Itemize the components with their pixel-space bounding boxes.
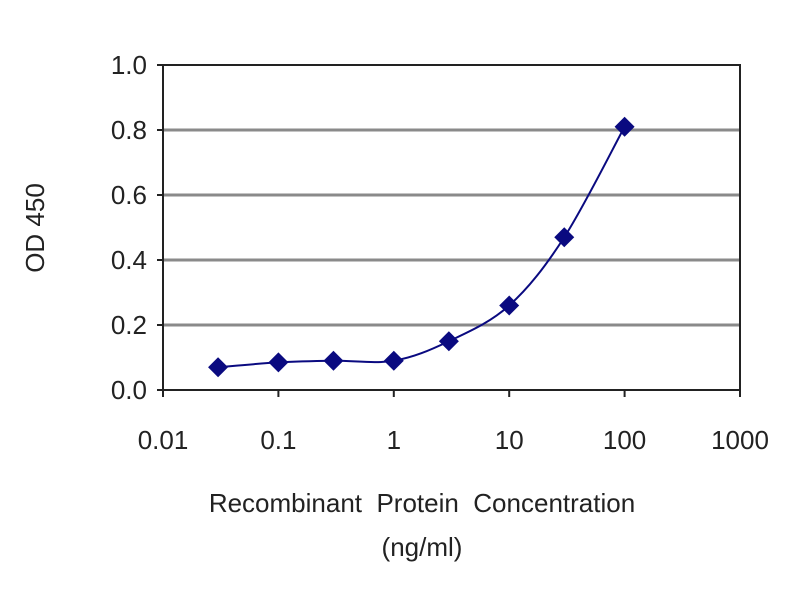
data-points <box>208 116 635 378</box>
x-tick-label: 0.01 <box>138 425 189 455</box>
x-tick-label: 1 <box>387 425 401 455</box>
plot-frame <box>162 64 741 391</box>
y-tick-label: 0.6 <box>111 180 147 210</box>
y-tick-label: 0.4 <box>111 245 147 275</box>
y-tick-label: 0.0 <box>111 375 147 405</box>
data-point <box>438 331 459 352</box>
data-point <box>614 116 635 137</box>
data-point <box>208 357 229 378</box>
y-axis-label: OD 450 <box>20 183 50 273</box>
data-point <box>383 350 404 371</box>
x-axis-unit: (ng/ml) <box>382 532 463 562</box>
y-tick-label: 1.0 <box>111 50 147 80</box>
data-point <box>323 350 344 371</box>
x-tick-label: 1000 <box>711 425 769 455</box>
data-point <box>268 352 289 373</box>
x-axis: 0.01 0.1 1 10 100 1000 <box>138 390 769 455</box>
data-point <box>499 295 520 316</box>
x-axis-label: Recombinant Protein Concentration <box>209 488 635 518</box>
gridlines <box>163 128 740 327</box>
data-point <box>554 227 575 248</box>
x-tick-label: 100 <box>603 425 646 455</box>
x-tick-label: 10 <box>495 425 524 455</box>
y-tick-label: 0.2 <box>111 310 147 340</box>
y-tick-label: 0.8 <box>111 115 147 145</box>
y-axis: 0.0 0.2 0.4 0.6 0.8 1.0 <box>111 50 163 405</box>
x-tick-label: 0.1 <box>260 425 296 455</box>
series-line <box>217 126 626 369</box>
